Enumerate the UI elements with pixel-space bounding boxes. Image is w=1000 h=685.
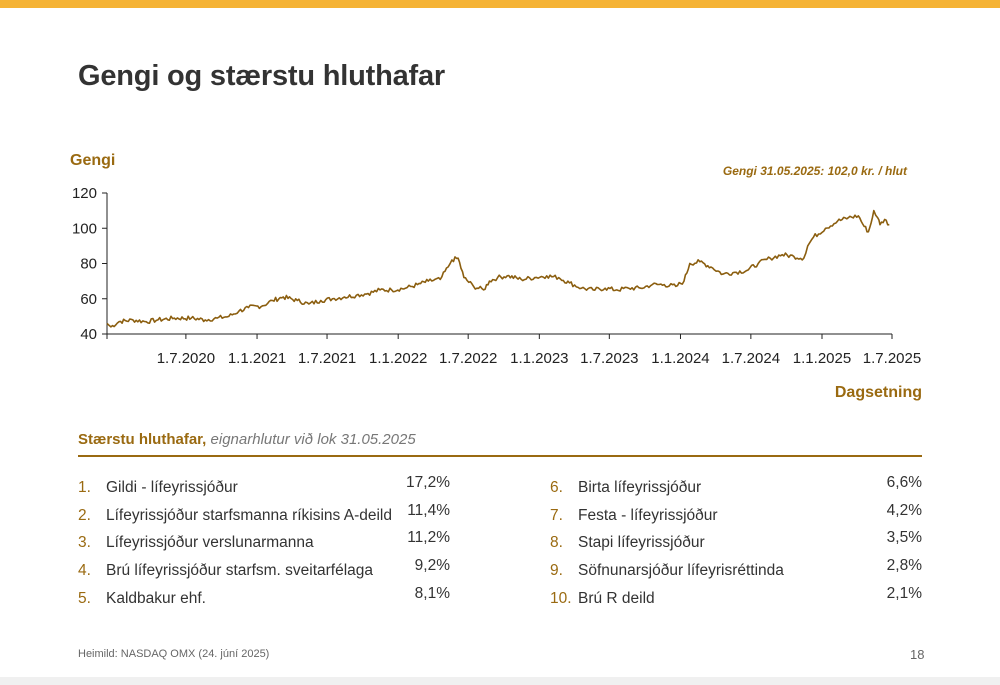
shareholder-row: 9. Söfnunarsjóður lífeyrisréttinda 2,8% bbox=[550, 557, 922, 585]
shareholders-list-left: 1. Gildi - lífeyrissjóður 17,2% 2. Lífeyriss… bbox=[78, 474, 450, 612]
shareholder-row: 2. Lífeyrissjóður starfsmanna ríkisins A-… bbox=[78, 502, 450, 530]
price-chart: 40 60 80 100 120 1.7.2020 1.1.2021 1.7.2021 1.1.… bbox=[70, 152, 922, 401]
shareholder-percentage: 17,2% bbox=[406, 474, 450, 491]
y-tick-label: 120 bbox=[72, 185, 97, 202]
shareholder-rank: 8. bbox=[550, 534, 563, 552]
shareholder-percentage: 8,1% bbox=[414, 584, 450, 602]
shareholder-row: 3. Lífeyrissjóður verslunarmanna 11,2% bbox=[78, 529, 450, 557]
shareholders-heading: Stærstu hluthafar, eignarhlutur við lok … bbox=[78, 431, 416, 448]
page-number: 18 bbox=[910, 647, 925, 662]
y-tick-label: 80 bbox=[80, 256, 97, 273]
chart-annotation: Gengi 31.05.2025: 102,0 kr. / hlut bbox=[723, 164, 908, 178]
shareholder-rank: 10. bbox=[550, 589, 572, 607]
y-tick-label: 60 bbox=[80, 291, 97, 308]
y-tick-label: 100 bbox=[72, 220, 97, 237]
x-axis-title: Dagsetning bbox=[835, 384, 922, 401]
shareholder-row: 4. Brú lífeyrissjóður starfsm. sveitarfél… bbox=[78, 557, 450, 585]
shareholder-row: 6. Birta lífeyrissjóður 6,6% bbox=[550, 474, 922, 502]
x-tick-label: 1.7.2020 bbox=[157, 350, 215, 367]
shareholder-row: 1. Gildi - lífeyrissjóður 17,2% bbox=[78, 474, 450, 502]
shareholder-percentage: 4,2% bbox=[886, 501, 922, 519]
top-accent-bar bbox=[0, 0, 1000, 8]
x-tick-label: 1.7.2024 bbox=[722, 350, 780, 367]
shareholder-rank: 7. bbox=[550, 506, 563, 524]
x-tick-label: 1.7.2021 bbox=[298, 350, 356, 367]
x-tick-label: 1.7.2023 bbox=[580, 350, 638, 367]
y-axis-title: Gengi bbox=[70, 152, 115, 169]
x-tick-label: 1.1.2024 bbox=[651, 350, 709, 367]
shareholders-list-right: 6. Birta lífeyrissjóður 6,6% 7. Festa - lífe… bbox=[550, 474, 922, 612]
y-tick-label: 40 bbox=[80, 326, 97, 343]
shareholder-rank: 3. bbox=[78, 534, 91, 552]
x-tick-label: 1.1.2023 bbox=[510, 350, 568, 367]
shareholders-heading-strong: Stærstu hluthafar, bbox=[78, 431, 207, 448]
shareholder-rank: 6. bbox=[550, 479, 563, 496]
shareholder-percentage: 11,4% bbox=[407, 501, 450, 519]
x-tick-label: 1.1.2022 bbox=[369, 350, 427, 367]
shareholder-percentage: 2,8% bbox=[886, 557, 922, 575]
shareholder-percentage: 2,1% bbox=[886, 584, 922, 602]
shareholder-name: Gildi - lífeyrissjóður bbox=[106, 479, 238, 496]
price-series-line bbox=[106, 209, 890, 328]
shareholder-rank: 9. bbox=[550, 562, 563, 580]
x-tick-label: 1.7.2022 bbox=[439, 350, 497, 367]
page-title: Gengi og stærstu hluthafar bbox=[78, 60, 445, 92]
source-note: Heimild: NASDAQ OMX (24. júní 2025) bbox=[78, 648, 270, 660]
shareholder-rank: 1. bbox=[78, 479, 91, 496]
x-tick-label: 1.1.2021 bbox=[228, 350, 286, 367]
shareholder-name: Söfnunarsjóður lífeyrisréttinda bbox=[578, 562, 784, 580]
shareholder-rank: 5. bbox=[78, 589, 91, 607]
shareholder-percentage: 9,2% bbox=[414, 557, 450, 575]
shareholder-name: Kaldbakur ehf. bbox=[106, 589, 206, 607]
shareholder-name: Stapi lífeyrissjóður bbox=[578, 534, 705, 552]
shareholder-name: Lífeyrissjóður verslunarmanna bbox=[106, 534, 314, 552]
shareholder-row: 5. Kaldbakur ehf. 8,1% bbox=[78, 585, 450, 613]
shareholders-heading-sub: eignarhlutur við lok 31.05.2025 bbox=[210, 431, 416, 448]
shareholder-row: 7. Festa - lífeyrissjóður 4,2% bbox=[550, 502, 922, 530]
bottom-bar bbox=[0, 677, 1000, 685]
shareholder-name: Lífeyrissjóður starfsmanna ríkisins A-de… bbox=[106, 506, 393, 524]
shareholder-name: Birta lífeyrissjóður bbox=[578, 479, 702, 496]
shareholders-divider bbox=[78, 455, 922, 457]
x-tick-label: 1.7.2025 bbox=[863, 350, 921, 367]
x-tick-label: 1.1.2025 bbox=[793, 350, 851, 367]
shareholder-row: 10. Brú R deild 2,1% bbox=[550, 585, 922, 613]
shareholder-rank: 4. bbox=[78, 562, 91, 580]
shareholder-percentage: 3,5% bbox=[886, 529, 922, 547]
shareholder-name: Brú lífeyrissjóður starfsm. sveitarfélag… bbox=[106, 562, 374, 580]
shareholder-name: Brú R deild bbox=[578, 589, 655, 607]
shareholder-row: 8. Stapi lífeyrissjóður 3,5% bbox=[550, 529, 922, 557]
shareholder-rank: 2. bbox=[78, 506, 91, 524]
shareholder-percentage: 11,2% bbox=[407, 529, 450, 547]
shareholder-percentage: 6,6% bbox=[886, 474, 922, 491]
shareholder-name: Festa - lífeyrissjóður bbox=[578, 506, 718, 524]
